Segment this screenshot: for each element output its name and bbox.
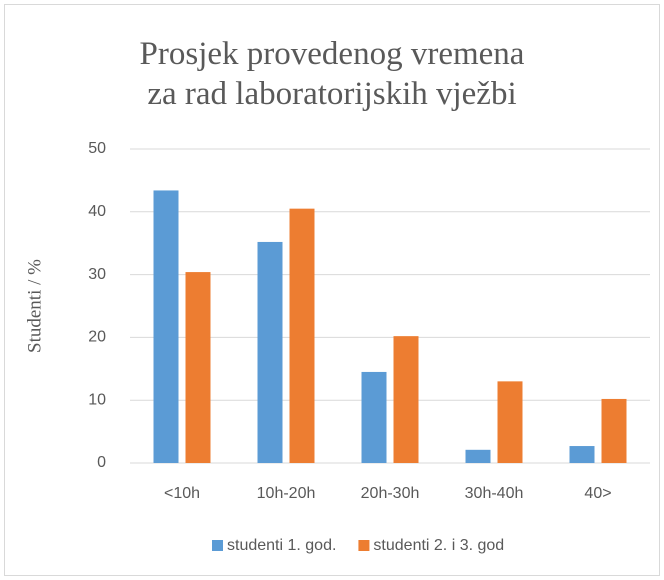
y-tick-label: 20	[88, 329, 106, 346]
chart-title: Prosjek provedenog vremena za rad labora…	[139, 36, 525, 112]
legend-label: studenti 1. god.	[227, 537, 336, 554]
y-axis-label: Studenti / %	[24, 259, 45, 353]
x-tick-label: 20h-30h	[361, 485, 420, 502]
y-tick-label: 30	[88, 266, 106, 283]
legend-swatch	[358, 540, 370, 551]
x-tick-label: 10h-20h	[257, 485, 316, 502]
y-tick-label: 40	[88, 203, 106, 220]
bar	[361, 371, 387, 463]
x-tick-label: 40>	[584, 485, 611, 502]
bar	[465, 449, 491, 463]
chart-border	[4, 4, 660, 576]
y-tick-label: 10	[88, 391, 106, 408]
bar	[289, 208, 315, 463]
bar	[569, 446, 595, 463]
y-tick-label: 0	[97, 454, 106, 471]
bar	[257, 241, 283, 463]
x-tick-label: 30h-40h	[465, 485, 524, 502]
y-tick-label: 50	[88, 140, 106, 157]
legend-label: studenti 2. i 3. god	[373, 537, 504, 554]
legend-swatch	[212, 540, 223, 551]
bar	[497, 381, 523, 463]
x-tick-label: <10h	[164, 485, 200, 502]
bar	[185, 272, 211, 463]
bar	[153, 190, 179, 463]
bar	[393, 336, 419, 463]
bar	[601, 398, 627, 463]
